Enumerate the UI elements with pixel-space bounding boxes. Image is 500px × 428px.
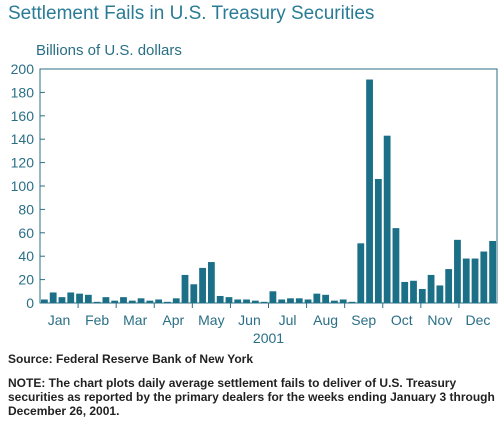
y-tick-label: 120 — [11, 155, 35, 171]
bar — [304, 299, 312, 303]
y-tick-label: 60 — [18, 225, 34, 241]
bar — [76, 293, 83, 303]
y-tick-label: 180 — [11, 84, 35, 100]
bar — [181, 274, 189, 303]
bar — [410, 280, 417, 303]
bar — [445, 269, 453, 303]
bar — [49, 292, 57, 303]
source-text: Source: Federal Reserve Bank of New York — [8, 352, 253, 366]
y-tick-label: 200 — [11, 61, 35, 77]
bar — [339, 299, 347, 303]
bar — [234, 299, 242, 303]
x-tick-label: May — [198, 312, 224, 328]
x-axis-year-label: 2001 — [253, 330, 284, 345]
bar — [392, 228, 400, 303]
bar-chart: 0 20 40 60 80 100 120 140 160 180 200 Jan Feb Mar Apr M… — [11, 61, 498, 345]
bar — [471, 258, 479, 303]
bar — [155, 299, 163, 303]
bar — [454, 239, 461, 303]
bar — [41, 299, 48, 303]
bar — [207, 262, 215, 303]
bar — [269, 291, 277, 303]
bar — [489, 240, 496, 303]
y-axis-unit-label: Billions of U.S. dollars — [36, 42, 182, 59]
bar — [137, 298, 145, 303]
bar — [383, 135, 391, 303]
x-tick-label: Jan — [48, 312, 71, 328]
bar — [111, 300, 119, 303]
bar — [199, 267, 206, 303]
bar — [348, 301, 356, 303]
x-tick-label: Dec — [466, 312, 491, 328]
bar — [84, 294, 92, 303]
bar — [128, 300, 136, 303]
bar — [374, 178, 382, 303]
x-tick-label: Oct — [391, 312, 413, 328]
y-tick-label: 160 — [11, 108, 35, 124]
x-tick-label: Feb — [85, 312, 109, 328]
bar — [418, 288, 426, 303]
bar — [462, 258, 470, 303]
bar — [216, 295, 224, 303]
bar — [278, 299, 286, 303]
bar — [480, 251, 488, 303]
x-tick-label: Mar — [123, 312, 147, 328]
bar — [172, 298, 180, 303]
bar — [322, 294, 330, 303]
y-tick-label: 40 — [18, 248, 34, 264]
bar — [67, 292, 75, 303]
bar — [313, 293, 321, 303]
bar — [58, 297, 66, 303]
bar — [243, 299, 250, 303]
bar — [295, 298, 303, 303]
y-tick-label: 100 — [11, 178, 35, 194]
bar — [427, 274, 435, 303]
y-tick-label: 80 — [18, 201, 34, 217]
x-tick-label: Jul — [279, 312, 297, 328]
x-tick-label: Apr — [162, 312, 184, 328]
bar — [287, 298, 294, 303]
note-text: NOTE: The chart plots daily average sett… — [8, 376, 495, 418]
chart-title: Settlement Fails in U.S. Treasury Securi… — [8, 3, 375, 24]
bar — [225, 297, 233, 303]
y-tick-label: 20 — [18, 272, 34, 288]
bar — [164, 301, 171, 303]
bar — [260, 301, 268, 303]
x-tick-label: Sep — [351, 312, 376, 328]
bar — [251, 300, 259, 303]
bar — [331, 300, 338, 303]
y-tick-label: 0 — [26, 295, 34, 311]
bar — [102, 297, 110, 303]
bar — [120, 297, 127, 303]
bar — [146, 300, 154, 303]
y-tick-label: 140 — [11, 131, 35, 147]
bar — [401, 281, 409, 303]
bar — [93, 301, 101, 303]
x-tick-label: Aug — [313, 312, 338, 328]
bar — [190, 284, 198, 303]
bar — [366, 79, 373, 303]
plot-frame — [39, 68, 498, 304]
x-tick-label: Jun — [238, 312, 261, 328]
x-tick-label: Nov — [427, 312, 452, 328]
bar — [436, 285, 444, 303]
bar — [357, 243, 365, 303]
